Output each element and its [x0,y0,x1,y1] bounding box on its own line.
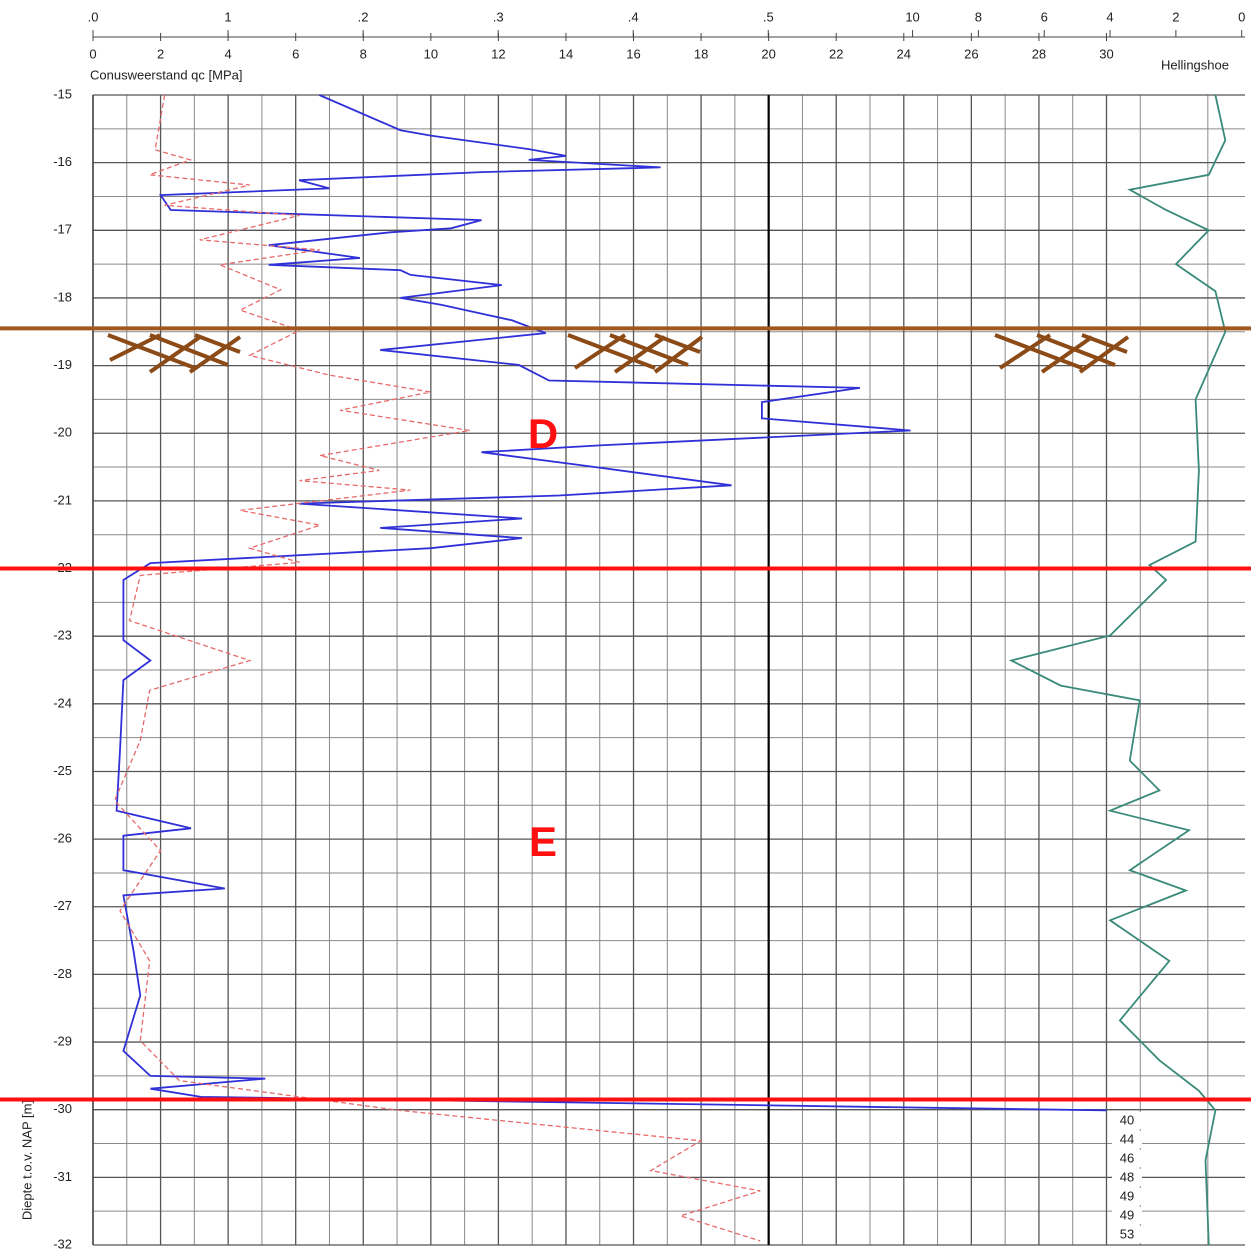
y-tick-label: 14 [559,46,573,61]
y2-tick-label: .0 [88,9,99,24]
y2-tick-label: .5 [763,9,774,24]
y3-tick-label: 0 [1238,9,1245,24]
y3-tick-label: 4 [1106,9,1113,24]
y-tick-label: 26 [964,46,978,61]
y3-tick-label: 8 [975,9,982,24]
y-tick-label: 12 [491,46,505,61]
y-tick-label: 4 [225,46,232,61]
layer-label: D [528,410,558,457]
y-tick-label: 10 [424,46,438,61]
y-tick-label: 22 [829,46,843,61]
x-tick-label: -30 [53,1101,72,1116]
x-tick-label: -25 [53,763,72,778]
x-tick-label: -24 [53,695,72,710]
x-tick-label: -15 [53,86,72,101]
x-axis-label: Diepte t.o.v. NAP [m] [19,1100,34,1220]
y-tick-label: 6 [292,46,299,61]
side-label: 40 [1120,1112,1134,1127]
y-tick-label: 8 [360,46,367,61]
y3-axis-label: Hellingshoe [1161,57,1229,72]
y-tick-label: 24 [897,46,911,61]
data-line [115,95,761,1241]
y2-tick-label: .3 [493,9,504,24]
y-tick-label: 0 [89,46,96,61]
y-tick-label: 18 [694,46,708,61]
y2-tick-label: .2 [358,9,369,24]
y2-tick-label: 1 [224,9,231,24]
y-tick-label: 28 [1032,46,1046,61]
side-label: 49 [1120,1188,1134,1203]
x-tick-label: -23 [53,628,72,643]
x-tick-label: -27 [53,898,72,913]
y2-tick-label: .4 [628,9,639,24]
x-tick-label: -32 [53,1236,72,1250]
hatching [108,335,1128,372]
y3-tick-label: 6 [1041,9,1048,24]
x-tick-label: -28 [53,966,72,981]
layer-label: E [529,818,557,865]
x-tick-label: -21 [53,492,72,507]
y3-tick-label: 2 [1172,9,1179,24]
side-label: 44 [1120,1131,1134,1146]
x-tick-label: -20 [53,425,72,440]
y-tick-label: 20 [761,46,775,61]
y3-tick-label: 10 [905,9,919,24]
side-label: 53 [1120,1226,1134,1241]
y-tick-label: 2 [157,46,164,61]
chart: Conusweerstand qc [MPa] Hellingshoe Diep… [0,0,1251,1250]
x-tick-label: -17 [53,222,72,237]
y-tick-label: 16 [626,46,640,61]
x-tick-label: -26 [53,831,72,846]
x-tick-label: -16 [53,154,72,169]
y-axis-label: Conusweerstand qc [MPa] [90,67,242,82]
side-label: 48 [1120,1169,1134,1184]
x-tick-label: -18 [53,289,72,304]
y-tick-label: 30 [1099,46,1113,61]
x-tick-label: -31 [53,1169,72,1184]
x-tick-label: -29 [53,1033,72,1048]
side-label: 46 [1120,1150,1134,1165]
x-tick-label: -19 [53,357,72,372]
side-label: 49 [1120,1207,1134,1222]
